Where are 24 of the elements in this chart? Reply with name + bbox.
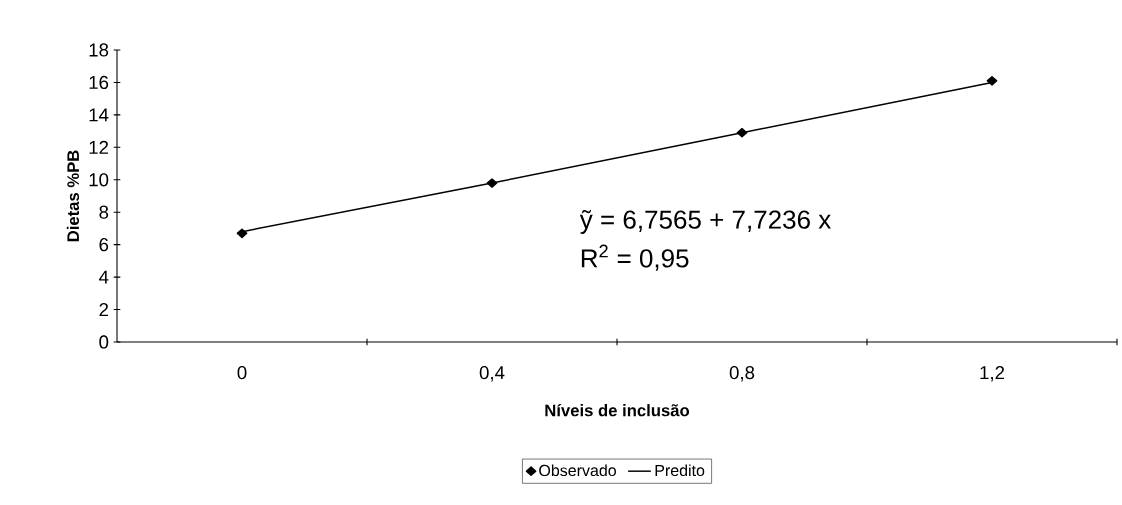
y-tick-label: 2 [99, 303, 109, 317]
point [986, 75, 998, 86]
y-tick-label: 8 [99, 205, 109, 219]
y-tick-label: 12 [89, 140, 109, 154]
y-tick-label: 0 [99, 335, 109, 349]
y-axis-title: Dietas %PB [66, 150, 80, 242]
point [486, 178, 498, 188]
y-tick-label: 6 [99, 238, 109, 252]
point [736, 127, 748, 138]
y-tick-label: 4 [99, 270, 109, 284]
y-tick-label: 14 [89, 108, 109, 122]
x-tick-label: 0,4 [479, 366, 505, 382]
x-tick-label: 0 [237, 366, 247, 380]
x-tick-label: 1,2 [980, 366, 1005, 382]
point [236, 228, 248, 239]
annotation: ỹ = 6,7565 + 7,7236 x [579, 209, 831, 234]
x-axis-title: Níveis de inclusão [545, 403, 690, 417]
x-tick-label: 0,8 [729, 366, 755, 382]
legend-label: Predito [655, 464, 705, 477]
annotation: R$^{2}$ = 0,95 [581, 244, 689, 271]
legend-label: Observado [539, 464, 616, 477]
y-tick-label: 10 [89, 173, 109, 187]
y-tick-label: 18 [89, 43, 109, 57]
y-tick-label: 16 [89, 75, 109, 90]
